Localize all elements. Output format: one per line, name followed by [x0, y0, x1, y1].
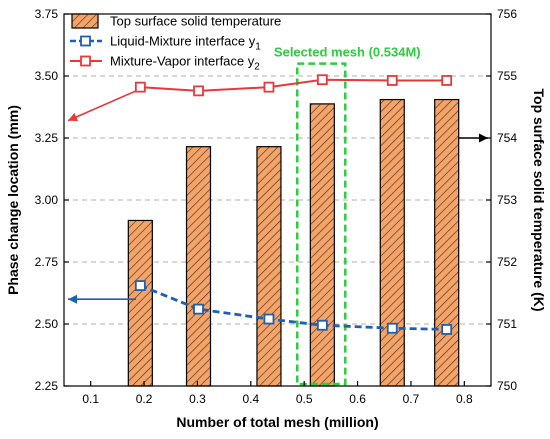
legend-swatch-bar	[71, 13, 99, 29]
line-series	[134, 74, 453, 335]
bar-series	[127, 98, 460, 387]
series-marker	[263, 81, 275, 93]
x-tick-label: 0.8	[456, 392, 473, 406]
series-marker	[386, 75, 398, 86]
y-left-tick-label: 3.25	[35, 131, 59, 145]
legend-label-subscript: 1	[255, 42, 261, 53]
vapor-interface-axis-arrow	[67, 90, 137, 122]
series-marker	[134, 81, 146, 93]
liquid-interface-axis-arrow-head	[68, 294, 77, 304]
x-tick-label: 0.1	[82, 392, 99, 406]
series-marker	[316, 319, 328, 331]
series-marker	[193, 85, 204, 97]
y-axis-left-title: Phase change location (mm)	[5, 105, 21, 295]
selected-mesh-box	[295, 62, 347, 386]
legend-swatch-marker	[80, 55, 91, 67]
temperature-bar	[379, 98, 405, 387]
series-marker	[134, 280, 146, 291]
selected-mesh-label: Selected mesh (0.534M)	[274, 45, 421, 60]
legend: Top surface solid temperature Liquid-Mixt…	[70, 13, 281, 73]
temperature-axis-arrow-head	[479, 133, 488, 143]
legend-label-text: Top surface solid temperature	[110, 14, 281, 29]
series-marker	[263, 313, 275, 325]
y-axis-left: 2.25 2.50 2.75 3.00 3.25 3.50 3.75	[35, 7, 69, 393]
vapor-interface-axis-arrow-head	[68, 112, 79, 122]
series-marker	[441, 324, 453, 335]
legend-swatch-marker	[80, 35, 91, 47]
series-line	[140, 78, 447, 92]
series-line	[139, 284, 447, 331]
temperature-bar	[256, 146, 282, 387]
temperature-bar	[434, 98, 460, 387]
x-axis-title: Number of total mesh (million)	[176, 414, 378, 430]
x-tick-label: 0.5	[296, 392, 313, 406]
x-tick-label: 0.6	[349, 392, 366, 406]
y-right-tick-label: 750	[497, 379, 517, 393]
y-right-tick-label: 751	[497, 317, 517, 331]
legend-label-text: Liquid-Mixture interface y	[110, 34, 256, 49]
temperature-bar	[127, 219, 153, 387]
y-left-tick-label: 3.75	[35, 7, 59, 21]
legend-label: Top surface solid temperature	[110, 14, 281, 29]
selected-mesh-annotation: Selected mesh (0.534M)	[274, 45, 421, 386]
y-left-tick-label: 2.50	[35, 317, 59, 331]
y-left-tick-label: 3.00	[35, 193, 59, 207]
grid-lines	[64, 75, 491, 325]
x-tick-label: 0.2	[136, 392, 153, 406]
axis-arrows	[67, 90, 488, 304]
legend-label: Liquid-Mixture interface y1	[110, 34, 261, 53]
series-marker	[441, 75, 453, 86]
series-marker	[316, 74, 328, 86]
temperature-bar	[309, 103, 335, 387]
legend-label-text: Mixture-Vapor interface y	[110, 54, 255, 69]
x-tick-label: 0.3	[189, 392, 206, 406]
y-axis-right-title: Top surface solid temperature (K)	[531, 88, 547, 311]
x-axis: 0.1 0.2 0.3 0.4 0.5 0.6 0.7 0.8	[82, 381, 473, 406]
series-marker	[386, 322, 398, 334]
y-axis-right: 750 751 752 753 754 755 756	[486, 7, 517, 393]
series-marker	[193, 303, 204, 315]
y-right-tick-label: 756	[497, 7, 517, 21]
y-right-tick-label: 752	[497, 255, 517, 269]
x-tick-label: 0.4	[242, 392, 259, 406]
temperature-bar	[185, 146, 212, 387]
y-left-tick-label: 3.50	[35, 69, 59, 83]
y-left-tick-label: 2.75	[35, 255, 59, 269]
legend-label: Mixture-Vapor interface y2	[110, 54, 260, 73]
y-right-tick-label: 754	[497, 131, 517, 145]
y-left-tick-label: 2.25	[35, 379, 59, 393]
y-right-tick-label: 753	[497, 193, 517, 207]
x-tick-label: 0.7	[403, 392, 420, 406]
y-right-tick-label: 755	[497, 69, 517, 83]
legend-label-subscript: 2	[254, 62, 260, 73]
